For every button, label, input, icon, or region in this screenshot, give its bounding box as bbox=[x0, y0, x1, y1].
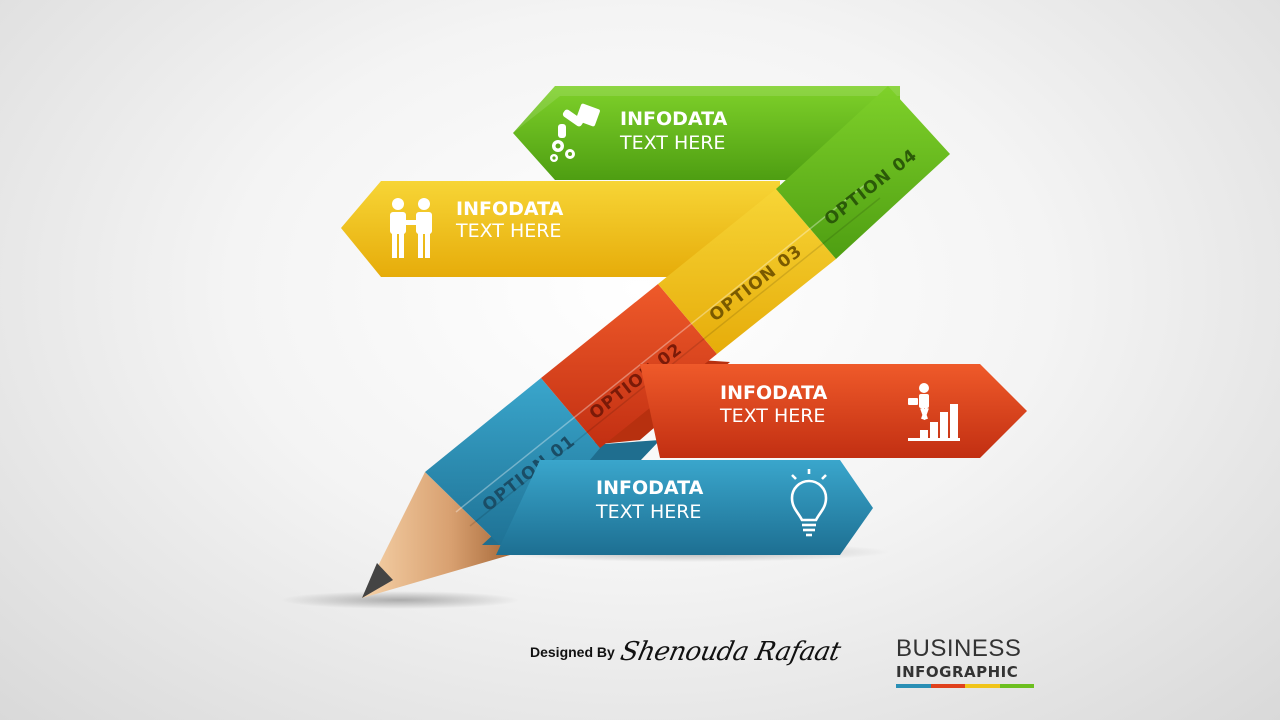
info-card-3: INFODATA TEXT HERE bbox=[640, 364, 1027, 458]
card-1-subtitle: TEXT HERE bbox=[619, 132, 725, 154]
brand-bar-segment bbox=[896, 684, 931, 688]
businessman-stairs-chart-icon bbox=[908, 383, 960, 441]
brand-line-2: INFOGRAPHIC bbox=[896, 663, 1019, 681]
card-2-title: INFODATA bbox=[456, 198, 564, 220]
light-bulb-icon bbox=[790, 469, 828, 537]
brand-line-1: BUSINESS bbox=[896, 635, 1022, 662]
card-2-subtitle: TEXT HERE bbox=[455, 220, 561, 242]
credit-by-label: Designed By bbox=[530, 644, 615, 660]
brand-color-bar bbox=[896, 684, 1034, 688]
brand-bar-segment bbox=[965, 684, 1000, 688]
card-3-subtitle: TEXT HERE bbox=[719, 405, 825, 427]
card-4-subtitle: TEXT HERE bbox=[595, 501, 701, 523]
segment-option-4 bbox=[776, 86, 950, 259]
info-card-2: INFODATA TEXT HERE bbox=[341, 181, 780, 277]
pencil-wood-tip bbox=[362, 472, 510, 598]
card-3-title: INFODATA bbox=[720, 382, 828, 404]
segment-option-1 bbox=[425, 378, 600, 555]
info-card-4: INFODATA TEXT HERE bbox=[496, 460, 873, 555]
pencil-lead bbox=[362, 563, 393, 598]
designer-signature: Shenouda Rafaat bbox=[617, 637, 843, 667]
brand-logo: BUSINESS INFOGRAPHIC bbox=[896, 636, 1038, 688]
info-card-1: INFODATA TEXT HERE bbox=[513, 86, 900, 180]
handshake-people-icon bbox=[390, 198, 432, 258]
robot-arm-gears-icon bbox=[550, 103, 600, 162]
segment-option-2 bbox=[541, 284, 717, 448]
brand-bar-segment bbox=[999, 684, 1034, 688]
segment-option-3 bbox=[658, 189, 836, 354]
card-1-title: INFODATA bbox=[620, 108, 728, 130]
designer-credit: Designed By Shenouda Rafaat bbox=[530, 632, 843, 672]
card-4-title: INFODATA bbox=[596, 477, 704, 499]
brand-bar-segment bbox=[930, 684, 965, 688]
